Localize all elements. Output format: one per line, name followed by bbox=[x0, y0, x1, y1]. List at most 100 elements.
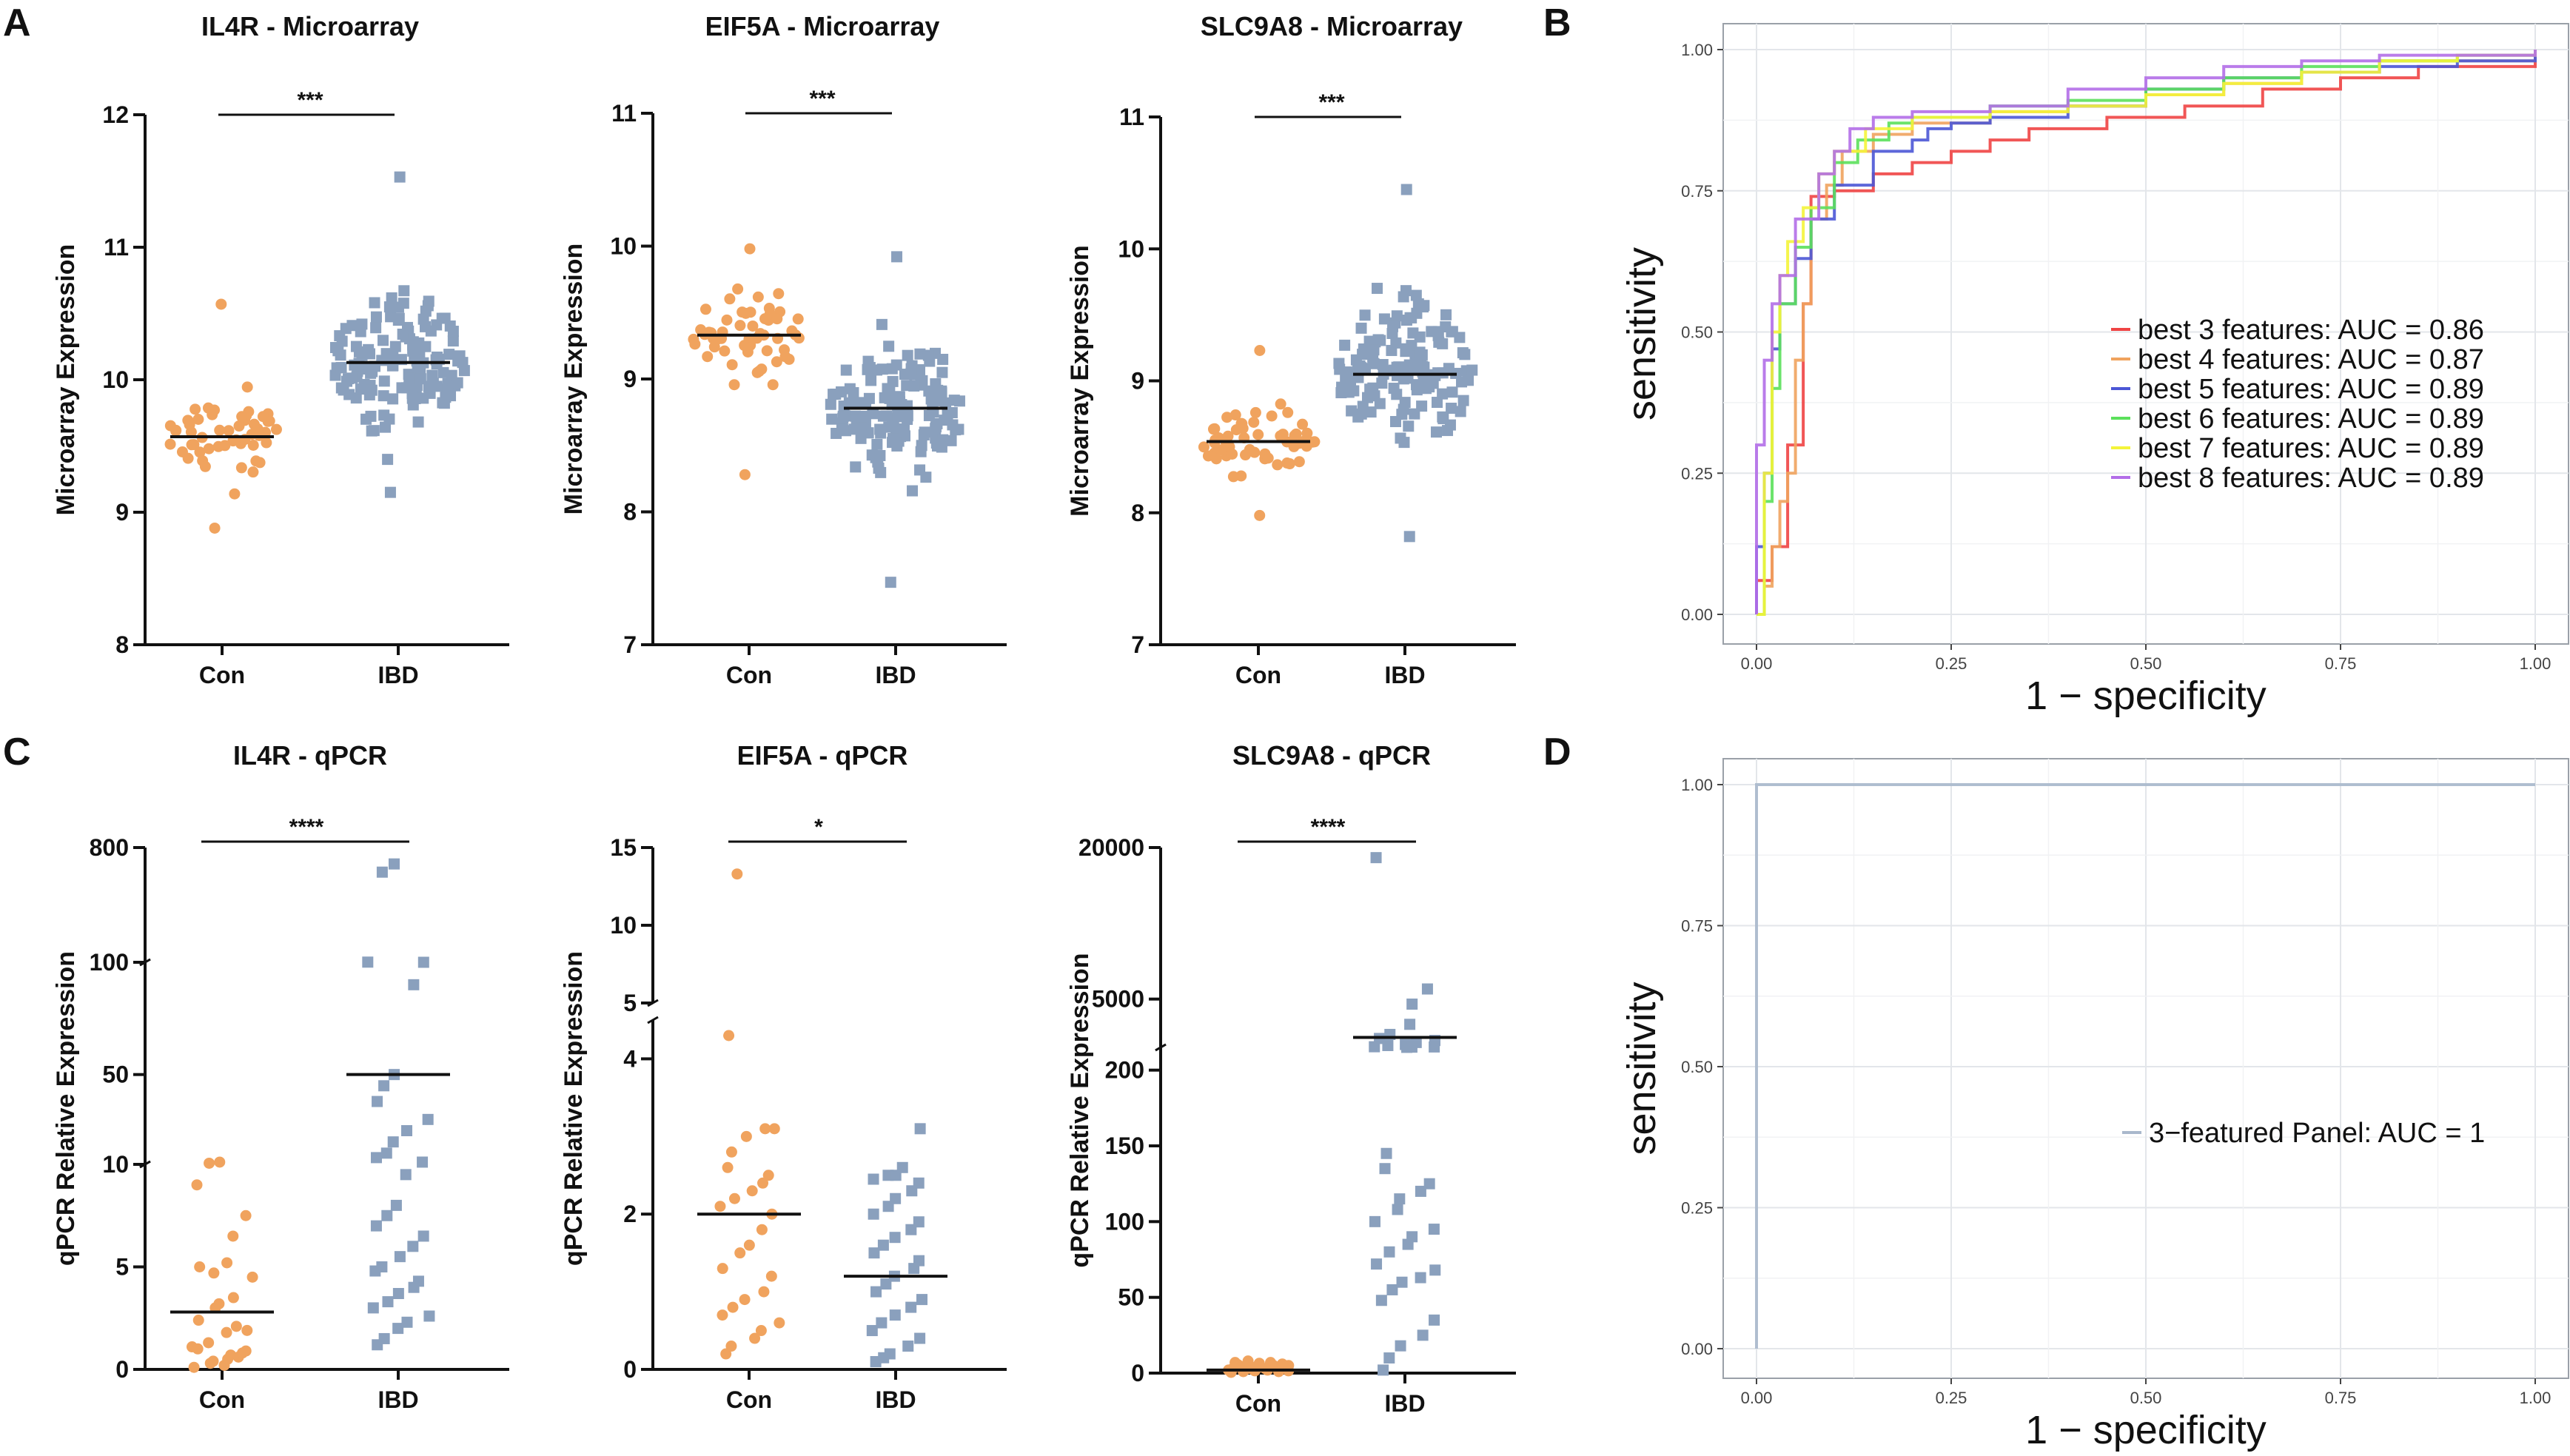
y-tick-label: 0.75 bbox=[1681, 917, 1713, 936]
x-axis-label: 1 − specificity bbox=[2025, 1408, 2267, 1452]
data-point bbox=[728, 1192, 740, 1204]
y-tick-label: 0 bbox=[623, 1356, 637, 1383]
y-tick-label: 10 bbox=[610, 233, 637, 260]
data-point bbox=[719, 345, 731, 357]
data-point bbox=[918, 429, 930, 441]
y-tick-label: 0.25 bbox=[1681, 1199, 1713, 1218]
data-point bbox=[452, 377, 463, 389]
data-point bbox=[896, 1161, 908, 1173]
data-point bbox=[836, 423, 848, 435]
y-tick-label: 9 bbox=[1131, 368, 1144, 395]
data-point bbox=[891, 251, 903, 263]
y-tick-label: 11 bbox=[104, 234, 129, 261]
legend-label: best 3 features: AUC = 0.86 bbox=[2138, 315, 2484, 346]
data-point bbox=[1457, 395, 1469, 406]
data-point bbox=[1198, 441, 1209, 453]
y-tick-label: 0.75 bbox=[1681, 182, 1713, 201]
data-point bbox=[423, 295, 435, 307]
data-point bbox=[905, 363, 917, 375]
data-point bbox=[1345, 378, 1357, 389]
data-point bbox=[204, 1157, 215, 1169]
data-point bbox=[191, 1179, 203, 1191]
data-point bbox=[227, 1292, 239, 1304]
data-point bbox=[1414, 380, 1426, 392]
data-point bbox=[407, 1241, 419, 1252]
data-point bbox=[366, 425, 378, 437]
y-tick-label: 150 bbox=[1105, 1133, 1144, 1159]
data-point bbox=[844, 383, 856, 395]
data-point bbox=[203, 443, 215, 454]
data-point bbox=[779, 344, 791, 356]
data-point bbox=[1406, 1231, 1418, 1243]
y-tick-label: 5 bbox=[623, 990, 637, 1016]
data-point bbox=[417, 956, 429, 968]
data-point bbox=[235, 462, 247, 474]
data-point bbox=[1346, 405, 1358, 417]
data-point bbox=[913, 1255, 925, 1267]
data-point bbox=[755, 1325, 767, 1337]
data-point bbox=[1400, 285, 1412, 297]
legend-label: best 6 features: AUC = 0.89 bbox=[2138, 403, 2484, 435]
data-point bbox=[771, 313, 783, 325]
data-point bbox=[767, 379, 779, 391]
data-point bbox=[1446, 326, 1458, 338]
data-point bbox=[863, 392, 875, 404]
y-tick-label: 0.25 bbox=[1681, 464, 1713, 483]
data-point bbox=[1375, 1295, 1387, 1306]
data-point bbox=[745, 306, 756, 318]
data-point bbox=[907, 485, 919, 497]
data-point bbox=[1262, 452, 1274, 464]
significance-label: *** bbox=[809, 87, 835, 111]
data-point bbox=[438, 397, 450, 409]
data-point bbox=[335, 349, 346, 361]
axis-break-mark bbox=[647, 1016, 659, 1024]
data-point bbox=[188, 1361, 200, 1373]
panel-title: IL4R - qPCR bbox=[233, 740, 387, 771]
data-point bbox=[401, 1316, 413, 1328]
data-point bbox=[1284, 458, 1295, 470]
y-tick-label: 8 bbox=[623, 499, 637, 526]
x-tick-label: 0.75 bbox=[2325, 1389, 2357, 1407]
data-point bbox=[170, 425, 182, 437]
data-point bbox=[866, 449, 878, 461]
data-point bbox=[370, 311, 382, 323]
data-point bbox=[355, 383, 366, 395]
data-point bbox=[848, 423, 860, 435]
data-point bbox=[752, 291, 764, 303]
data-point bbox=[335, 362, 347, 374]
y-tick-label: 10 bbox=[610, 912, 637, 939]
data-point bbox=[230, 1321, 242, 1332]
data-point bbox=[1442, 425, 1454, 437]
significance-label: *** bbox=[1318, 90, 1344, 115]
data-point bbox=[1400, 184, 1412, 195]
data-point bbox=[843, 397, 855, 409]
data-point bbox=[1380, 1147, 1392, 1159]
data-point bbox=[1266, 410, 1278, 422]
data-point bbox=[890, 395, 902, 406]
data-point bbox=[885, 577, 896, 588]
data-point bbox=[759, 1123, 771, 1135]
data-point bbox=[1343, 386, 1355, 398]
x-category-label: IBD bbox=[875, 662, 916, 688]
data-point bbox=[336, 335, 348, 347]
data-point bbox=[386, 292, 397, 303]
data-point bbox=[717, 1263, 728, 1275]
data-point bbox=[1404, 1019, 1416, 1030]
data-point bbox=[1429, 1314, 1440, 1326]
panel-letter-a: A bbox=[3, 1, 31, 44]
data-point bbox=[1396, 1276, 1408, 1288]
data-point bbox=[1237, 423, 1249, 435]
data-point bbox=[397, 298, 409, 309]
data-point bbox=[1414, 346, 1426, 358]
y-tick-label: 0.50 bbox=[1681, 1058, 1713, 1076]
roc-panel-d: 0.00 0.25 0.50 0.75 1.00 0.00 0.25 0.50 0.75 1.00… bbox=[1620, 758, 2569, 1452]
data-point bbox=[880, 1278, 892, 1290]
x-tick-label: 0.75 bbox=[2325, 654, 2357, 673]
panel-title: EIF5A - Microarray bbox=[705, 11, 940, 41]
data-point bbox=[826, 413, 838, 425]
data-point bbox=[870, 1286, 882, 1298]
y-axis-label: Microarray Expression bbox=[52, 244, 80, 516]
data-point bbox=[1254, 509, 1266, 521]
data-point bbox=[728, 379, 740, 391]
x-tick-label: 1.00 bbox=[2520, 654, 2551, 673]
